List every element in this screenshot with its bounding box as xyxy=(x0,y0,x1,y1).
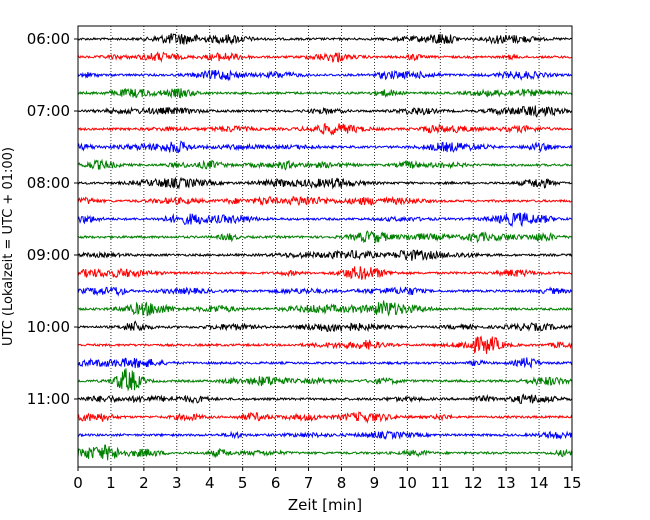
x-tick-label: 13 xyxy=(497,474,516,492)
trace-0945 xyxy=(77,300,573,317)
x-tick-label: 7 xyxy=(304,474,314,492)
x-tick-label: 2 xyxy=(139,474,149,492)
trace-0715 xyxy=(77,122,573,136)
y-tick-label: 06:00 xyxy=(27,30,70,48)
trace-0815 xyxy=(77,195,573,207)
x-tick-label: 4 xyxy=(205,474,215,492)
trace-0930 xyxy=(77,286,573,297)
trace-0730 xyxy=(77,140,573,154)
trace-1145 xyxy=(77,444,573,461)
x-tick-label: 0 xyxy=(73,474,83,492)
x-tick-label: 12 xyxy=(464,474,483,492)
trace-0745 xyxy=(77,158,573,171)
x-tick-label: 10 xyxy=(398,474,417,492)
trace-0900 xyxy=(77,249,573,261)
x-axis-ticks: 0 1 2 3 4 5 6 7 8 9 10 11 12 13 14 15 xyxy=(73,467,582,492)
x-tick-label: 3 xyxy=(172,474,182,492)
y-tick-label: 09:00 xyxy=(27,246,70,264)
trace-0645 xyxy=(77,88,573,99)
y-tick-label: 07:00 xyxy=(27,102,70,120)
x-tick-label: 6 xyxy=(271,474,281,492)
trace-1100 xyxy=(77,393,573,405)
x-tick-label: 15 xyxy=(562,474,581,492)
x-tick-label: 14 xyxy=(530,474,549,492)
trace-1130 xyxy=(77,430,573,441)
y-tick-label: 10:00 xyxy=(27,318,70,336)
trace-series xyxy=(77,33,573,461)
trace-0630 xyxy=(77,69,573,82)
x-tick-label: 1 xyxy=(106,474,116,492)
y-tick-label: 08:00 xyxy=(27,174,70,192)
plot-frame xyxy=(77,25,573,468)
trace-0615 xyxy=(77,51,573,63)
y-axis-label: UTC (Lokalzeit = UTC + 01:00) xyxy=(1,147,16,346)
trace-0600 xyxy=(77,33,573,46)
trace-0915 xyxy=(77,266,573,280)
trace-1115 xyxy=(77,411,573,424)
trace-0845 xyxy=(77,230,573,244)
trace-0800 xyxy=(77,176,573,190)
trace-1030 xyxy=(77,357,573,369)
trace-0830 xyxy=(77,212,573,228)
trace-1015 xyxy=(77,335,573,354)
y-axis-ticks: 06:00 07:00 08:00 09:00 10:00 11:00 xyxy=(27,30,78,408)
x-axis-label: Zeit [min] xyxy=(288,496,362,514)
trace-0700 xyxy=(77,105,573,118)
x-tick-label: 8 xyxy=(337,474,347,492)
x-tick-label: 5 xyxy=(238,474,248,492)
y-tick-label: 11:00 xyxy=(27,390,70,408)
x-tick-label: 9 xyxy=(370,474,380,492)
trace-1000 xyxy=(78,320,573,333)
trace-1045 xyxy=(77,368,573,392)
x-tick-label: 11 xyxy=(431,474,450,492)
